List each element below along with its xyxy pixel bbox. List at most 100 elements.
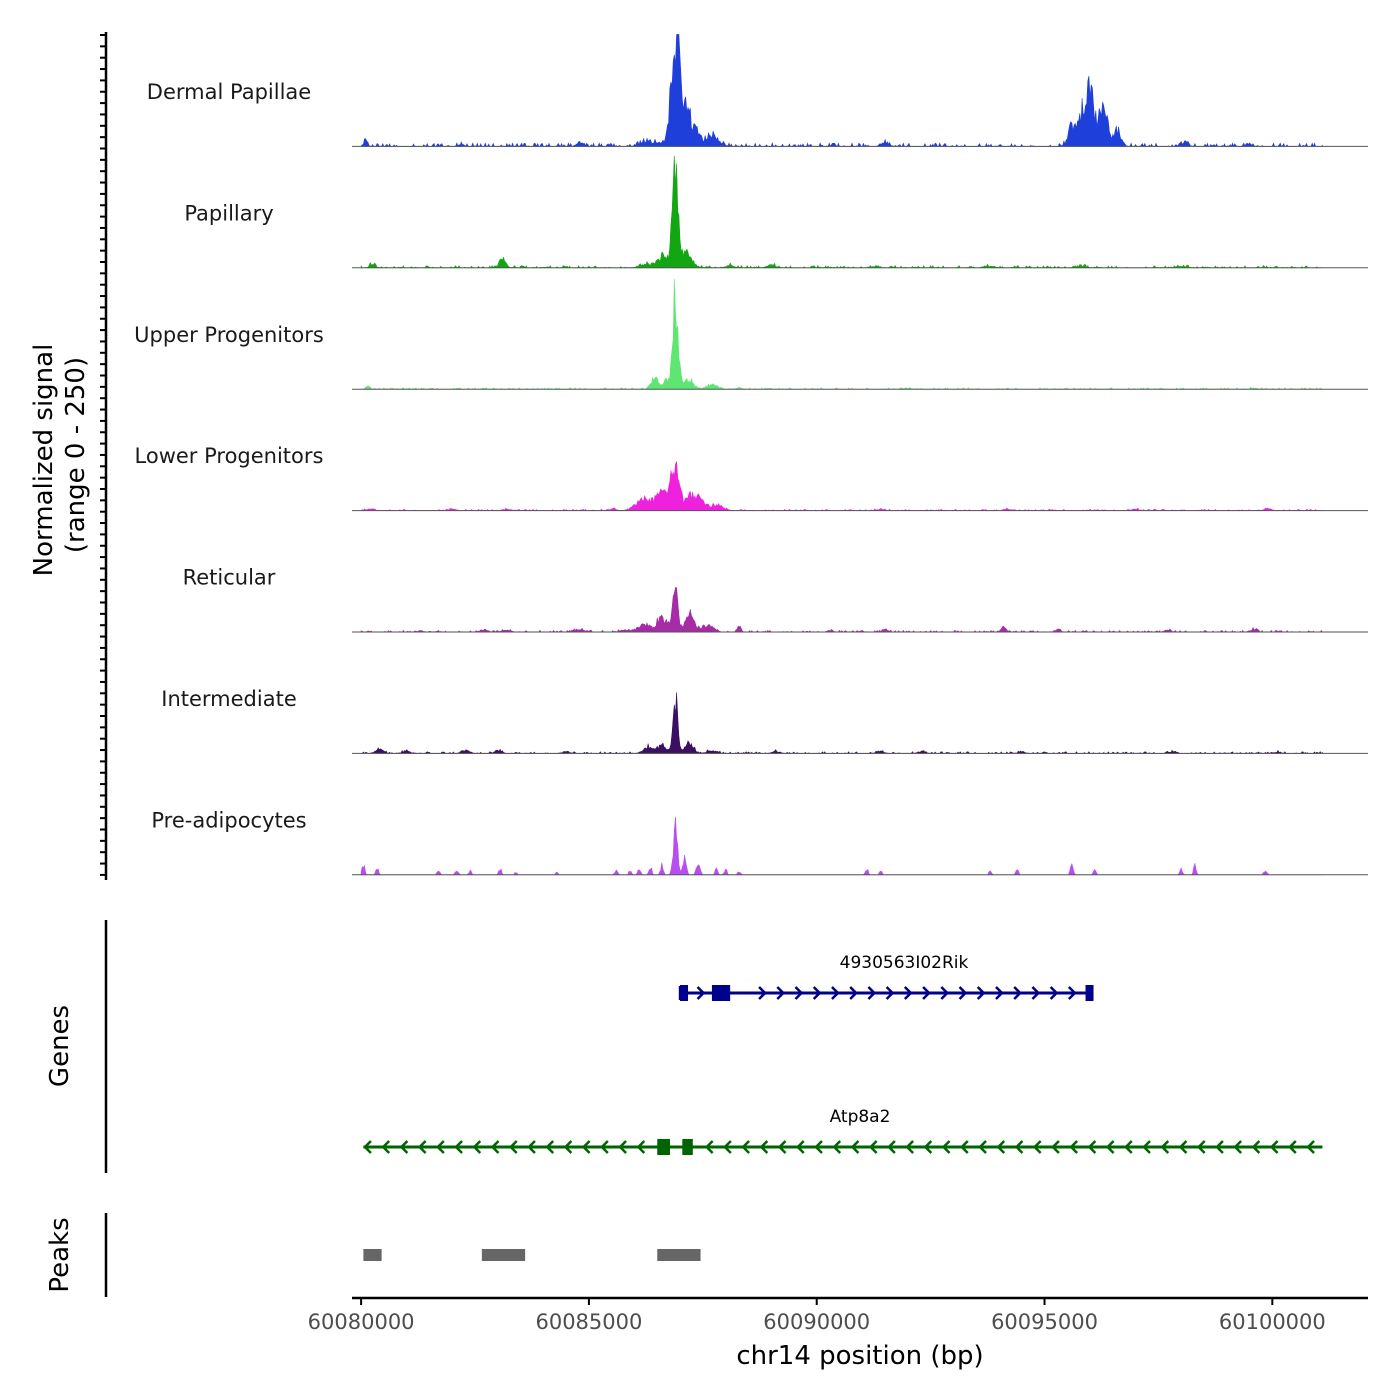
track-label: Pre-adipocytes — [151, 808, 306, 832]
strand-arrow — [508, 1140, 518, 1154]
gene-exon — [657, 1139, 671, 1155]
strand-arrow — [1014, 1140, 1024, 1154]
strand-arrow — [923, 1140, 933, 1154]
strand-arrow — [995, 986, 1004, 1000]
peaks-track-title: Peaks — [45, 1217, 75, 1292]
coverage-area — [360, 586, 1323, 633]
peak-track — [363, 1249, 701, 1261]
strand-arrow — [563, 1140, 573, 1154]
coverage-area — [360, 155, 1323, 269]
peak-region — [657, 1249, 701, 1261]
strand-arrow — [723, 1140, 732, 1154]
gene-atp8a2: Atp8a2 — [363, 1107, 1323, 1155]
genes-track-title: Genes — [45, 1005, 75, 1087]
strand-arrow — [363, 1140, 372, 1154]
strand-arrow — [814, 1140, 823, 1154]
strand-arrow — [1160, 1140, 1170, 1154]
coverage-area — [360, 460, 1323, 512]
track-dermal-papillae: Dermal Papillae — [147, 34, 1368, 148]
gene-exon — [711, 985, 731, 1001]
strand-arrow — [759, 1140, 769, 1154]
strand-arrow — [868, 1140, 878, 1154]
strand-arrow — [1178, 1140, 1188, 1154]
strand-arrow — [741, 1140, 750, 1154]
strand-arrow — [399, 1140, 409, 1154]
y-axis-title-line1: Normalized signal — [29, 344, 59, 577]
strand-arrow — [958, 986, 968, 1000]
track-intermediate: Intermediate — [161, 687, 1368, 754]
strand-arrow — [867, 986, 877, 1000]
coverage-tracks: Dermal Papillae Papillary Upper Progenitor… — [134, 34, 1368, 876]
x-tick-label: 60080000 — [308, 1310, 415, 1334]
strand-arrow — [996, 1140, 1006, 1154]
strand-arrow — [1049, 986, 1059, 1000]
strand-arrow — [527, 1140, 536, 1154]
strand-arrow — [1269, 1140, 1279, 1154]
strand-arrow — [903, 986, 913, 1000]
track-reticular: Reticular — [183, 566, 1368, 633]
strand-arrow — [696, 986, 706, 1000]
strand-arrow — [436, 1140, 445, 1154]
strand-arrow — [850, 1140, 860, 1154]
strand-arrow — [922, 986, 931, 1000]
track-label: Reticular — [183, 566, 276, 590]
x-tick-label: 60095000 — [991, 1310, 1098, 1334]
left-axes — [100, 32, 108, 1297]
gene-name: Atp8a2 — [830, 1107, 891, 1127]
strand-arrow — [581, 1140, 591, 1154]
strand-arrow — [832, 1140, 842, 1154]
strand-arrow — [1196, 1140, 1206, 1154]
strand-arrow — [454, 1140, 463, 1154]
strand-arrow — [1306, 1140, 1315, 1154]
strand-arrow — [887, 1140, 896, 1154]
track-label: Papillary — [184, 201, 273, 225]
strand-arrow — [1032, 1140, 1042, 1154]
y-axis-title-line2: (range 0 - 250) — [61, 357, 91, 553]
track-upper-progenitors: Upper Progenitors — [134, 279, 1368, 390]
strand-arrow — [796, 1140, 805, 1154]
strand-arrow — [777, 1140, 787, 1154]
strand-arrow — [600, 1140, 609, 1154]
strand-arrow — [1051, 1140, 1060, 1154]
x-tick-label: 60100000 — [1219, 1310, 1326, 1334]
strand-arrow — [849, 986, 858, 1000]
strand-arrow — [1233, 1140, 1243, 1154]
strand-arrow — [1251, 1140, 1261, 1154]
strand-arrow — [960, 1140, 969, 1154]
strand-arrow — [1069, 1140, 1079, 1154]
strand-arrow — [940, 986, 950, 1000]
gene-exon — [1085, 985, 1094, 1001]
track-label: Lower Progenitors — [135, 444, 324, 468]
strand-arrow — [381, 1140, 391, 1154]
coverage-area — [361, 279, 1323, 390]
track-pre-adipocytes: Pre-adipocytes — [151, 808, 1368, 876]
strand-arrow — [1215, 1140, 1224, 1154]
strand-arrow — [976, 986, 986, 1000]
strand-arrow — [1105, 1140, 1115, 1154]
gene-exon — [682, 1139, 693, 1155]
strand-arrow — [1067, 986, 1077, 1000]
coverage-area — [361, 692, 1323, 754]
strand-arrow — [1142, 1140, 1151, 1154]
strand-arrow — [1031, 986, 1041, 1000]
strand-arrow — [1124, 1140, 1133, 1154]
strand-arrow — [1013, 986, 1022, 1000]
strand-arrow — [885, 986, 895, 1000]
coverage-area — [360, 34, 1323, 148]
strand-arrow — [1288, 1140, 1297, 1154]
strand-arrow — [545, 1140, 555, 1154]
strand-arrow — [472, 1140, 482, 1154]
strand-arrow — [490, 1140, 500, 1154]
peak-region — [481, 1249, 526, 1261]
strand-arrow — [831, 986, 840, 1000]
strand-arrow — [1087, 1140, 1097, 1154]
strand-arrow — [618, 1140, 627, 1154]
peak-region — [363, 1249, 382, 1261]
strand-arrow — [978, 1140, 987, 1154]
strand-arrow — [812, 986, 822, 1000]
x-tick-label: 60085000 — [535, 1310, 642, 1334]
gene-exon — [680, 985, 689, 1001]
track-label: Dermal Papillae — [147, 80, 311, 104]
strand-arrow — [704, 1140, 714, 1154]
gene-track: 4930563I02Rik Atp8a2 — [363, 953, 1323, 1155]
